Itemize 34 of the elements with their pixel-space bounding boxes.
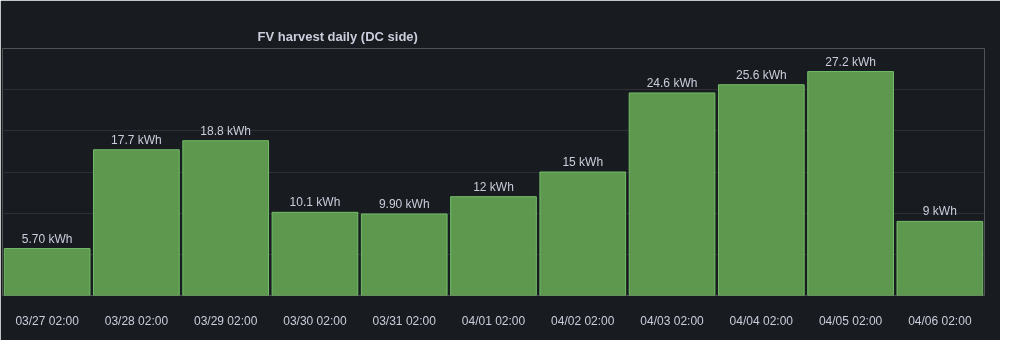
bar [628,92,716,296]
x-tick-label: 04/01 02:00 [461,313,526,328]
data-label: 12 kWh [473,179,514,194]
bar [896,220,984,296]
x-tick-label: 03/28 02:00 [104,313,169,328]
data-label: 27.2 kWh [825,54,876,69]
x-tick-label: 04/04 02:00 [729,313,794,328]
bar [539,171,627,296]
data-label: 9 kWh [922,204,957,219]
bar [360,213,448,296]
x-tick-label: 03/30 02:00 [283,313,347,328]
bar [271,211,359,296]
bar [717,84,805,296]
bar [807,71,894,296]
data-label: 18.8 kWh [200,123,252,138]
data-label: 24.6 kWh [646,75,698,90]
data-label: 15 kWh [562,155,604,169]
bar [450,196,537,296]
x-tick-label: 04/05 02:00 [818,313,883,328]
bar [3,248,91,296]
chart-title: FV harvest daily (DC side) [257,28,418,44]
data-label: 9.90 kWh [378,196,430,211]
x-tick-label: 03/29 02:00 [193,313,258,328]
data-label: 10.1 kWh [289,195,341,210]
data-label: 25.6 kWh [735,67,787,82]
bar [93,149,180,296]
data-label: 17.7 kWh [111,132,162,147]
x-tick-label: 04/03 02:00 [640,313,705,328]
x-tick-label: 04/02 02:00 [551,313,615,328]
x-tick-label: 03/31 02:00 [372,313,437,328]
x-tick-label: 04/06 02:00 [908,313,972,328]
bar [182,140,270,296]
x-tick-label: 03/27 02:00 [15,313,80,328]
data-label: 5.70 kWh [21,231,73,246]
